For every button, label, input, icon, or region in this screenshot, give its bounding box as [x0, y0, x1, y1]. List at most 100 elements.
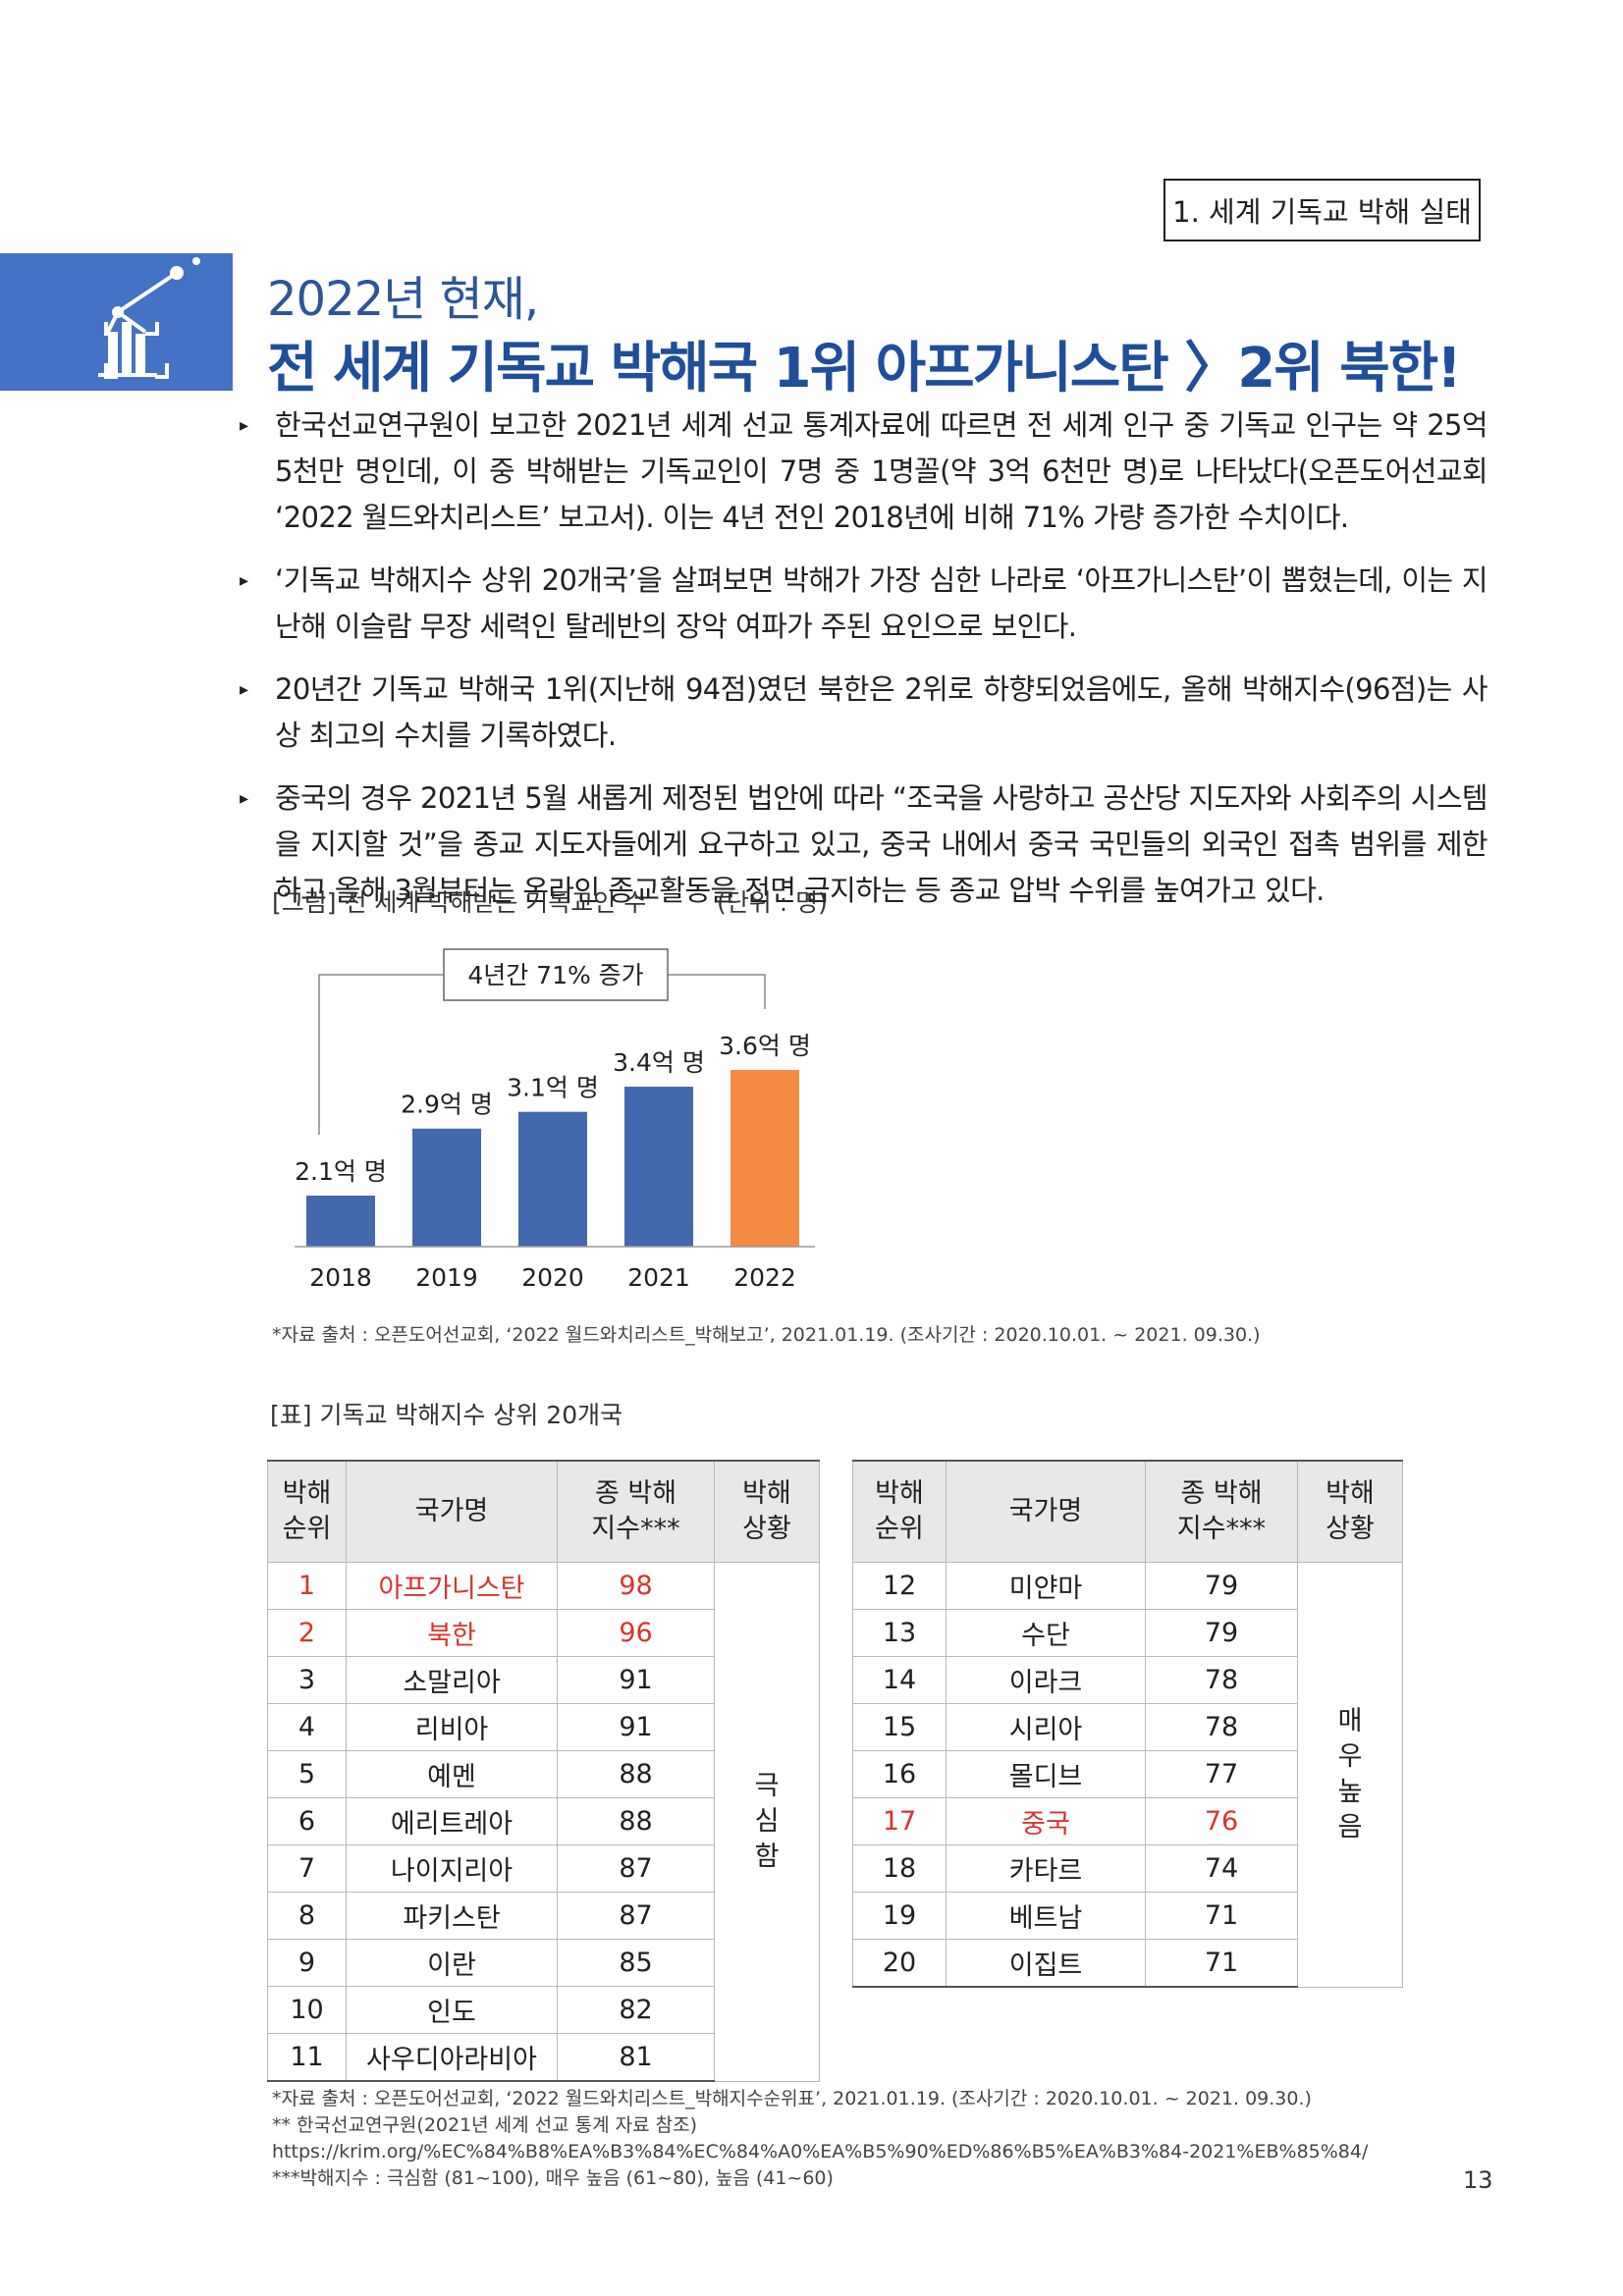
cell-score: 71	[1145, 1939, 1298, 1988]
bar-2018	[306, 1196, 375, 1247]
cell-score: 91	[557, 1703, 715, 1751]
cell-country: 미얀마	[946, 1562, 1146, 1610]
cell-rank: 5	[267, 1750, 347, 1798]
bullet-item: ▸ 한국선교연구원이 보고한 2021년 세계 선교 통계자료에 따르면 전 세계…	[236, 402, 1488, 541]
cell-rank: 14	[852, 1656, 947, 1704]
section-label: 1. 세계 기독교 박해 실태	[1163, 179, 1481, 241]
cell-rank: 2	[267, 1609, 347, 1657]
cell-country: 파키스탄	[346, 1892, 558, 1940]
cell-score: 82	[557, 1986, 715, 2034]
triangle-bullet-icon: ▸	[240, 788, 248, 809]
bullet-item: ▸ 중국의 경우 2021년 5월 새롭게 제정된 법안에 따라 “조국을 사랑하…	[236, 775, 1488, 914]
bar-2019	[412, 1128, 481, 1247]
cell-score: 78	[1145, 1703, 1298, 1751]
title-line1: 2022년 현재,	[267, 272, 539, 327]
bullet-item: ▸ ‘기독교 박해지수 상위 20개국’을 살펴보면 박해가 가장 심한 나라로 …	[236, 558, 1488, 650]
bar-2021	[624, 1087, 693, 1247]
bullet-text: 한국선교연구원이 보고한 2021년 세계 선교 통계자료에 따르면 전 세계 …	[275, 408, 1488, 534]
figure-caption: [그림] 전 세계 박해받는 기독교인 수	[272, 888, 647, 917]
tick-label-2019: 2019	[415, 1263, 478, 1292]
table-row: 12 미얀마 79 매 우 높 음	[852, 1562, 1403, 1988]
table-row: 9 이란 85	[267, 1939, 820, 1987]
chart-icon-block	[0, 253, 233, 391]
footnote-krim: ** 한국선교연구원(2021년 세계 선교 통계 자료 참조)	[272, 2114, 698, 2136]
cell-rank: 3	[267, 1656, 347, 1704]
cell-country: 베트남	[946, 1892, 1146, 1940]
cell-score: 78	[1145, 1656, 1298, 1704]
cell-score: 91	[557, 1656, 715, 1704]
cell-score: 79	[1145, 1562, 1298, 1610]
header-country: 국가명	[946, 1460, 1146, 1563]
triangle-bullet-icon: ▸	[240, 570, 248, 591]
growth-chart-icon	[98, 257, 200, 379]
footnote-source: *자료 출처 : 오픈도어선교회, ‘2022 월드와치리스트_박해지수순위표’…	[272, 2088, 1312, 2109]
tick-label-2022: 2022	[733, 1263, 796, 1292]
tick-label-2021: 2021	[627, 1263, 690, 1292]
cell-rank: 12	[852, 1562, 947, 1610]
cell-score: 98	[557, 1562, 715, 1610]
cell-rank: 13	[852, 1609, 947, 1657]
cell-country: 북한	[346, 1609, 558, 1657]
table-row: 14 이라크 78	[852, 1656, 1403, 1704]
table-row: 10 인도 82	[267, 1986, 820, 2034]
table-row: 11 사우디아라비아 81	[267, 2033, 820, 2082]
cell-score: 88	[557, 1750, 715, 1798]
cell-country: 사우디아라비아	[346, 2033, 558, 2082]
title-line2: 전 세계 기독교 박해국 1위 아프가니스탄 〉2위 북한!	[267, 337, 1462, 400]
cell-score: 74	[1145, 1844, 1298, 1893]
cell-rank: 4	[267, 1703, 347, 1751]
bullet-text: 20년간 기독교 박해국 1위(지난해 94점)였던 북한은 2위로 하향되었음…	[275, 672, 1488, 752]
header-score: 종 박해 지수***	[1145, 1460, 1298, 1563]
cell-country: 리비아	[346, 1703, 558, 1751]
cell-score: 76	[1145, 1797, 1298, 1845]
header-rank: 박해 순위	[267, 1460, 347, 1563]
cell-country: 수단	[946, 1609, 1146, 1657]
cell-country: 중국	[946, 1797, 1146, 1845]
cell-rank: 11	[267, 2033, 347, 2082]
tick-label-2018: 2018	[309, 1263, 372, 1292]
table-row: 5 예멘 88	[267, 1750, 820, 1798]
cell-country: 몰디브	[946, 1750, 1146, 1798]
table-row: 1 아프가니스탄 98 극 심 함	[267, 1562, 820, 2082]
footnote-url: https://krim.org/%EC%84%B8%EA%B3%84%EC%8…	[272, 2141, 1369, 2163]
bullet-text: ‘기독교 박해지수 상위 20개국’을 살펴보면 박해가 가장 심한 나라로 ‘…	[275, 563, 1488, 643]
header-country: 국가명	[346, 1460, 558, 1563]
cell-score: 77	[1145, 1750, 1298, 1798]
bar-2022	[730, 1070, 799, 1247]
ranking-table-left: 박해 순위 국가명 종 박해 지수*** 박해 상황 1 아프가니스탄 98 극 심 …	[267, 1460, 820, 2082]
bullet-list: ▸ 한국선교연구원이 보고한 2021년 세계 선교 통계자료에 따르면 전 세계…	[236, 402, 1488, 931]
bar-2020	[518, 1111, 587, 1247]
data-label-2018: 2.1억 명	[295, 1157, 387, 1186]
ranking-table-right: 박해 순위 국가명 종 박해 지수*** 박해 상황 12 미얀마 79 매 우 높 …	[852, 1460, 1403, 1988]
annotation-bracket	[318, 974, 766, 1135]
cell-country: 에리트레아	[346, 1797, 558, 1845]
table-row: 4 리비아 91	[267, 1703, 820, 1751]
header-status: 박해 상황	[714, 1460, 820, 1563]
cell-rank: 15	[852, 1703, 947, 1751]
cell-rank: 17	[852, 1797, 947, 1845]
cell-country: 소말리아	[346, 1656, 558, 1704]
footnotes: *자료 출처 : 오픈도어선교회, ‘2022 월드와치리스트_박해지수순위표’…	[272, 2086, 1368, 2192]
table-row: 13 수단 79	[852, 1609, 1403, 1657]
cell-score: 87	[557, 1844, 715, 1893]
cell-score: 87	[557, 1892, 715, 1940]
tick-label-2020: 2020	[521, 1263, 584, 1292]
cell-country: 이란	[346, 1939, 558, 1987]
cell-rank: 1	[267, 1562, 347, 1610]
cell-country: 이집트	[946, 1939, 1146, 1988]
figure-unit: (단위 : 명)	[717, 888, 828, 917]
cell-country: 시리아	[946, 1703, 1146, 1751]
cell-country: 아프가니스탄	[346, 1562, 558, 1610]
table-row: 19 베트남 71	[852, 1892, 1403, 1940]
annotation-text: 4년간 71% 증가	[467, 961, 643, 989]
cell-country: 예멘	[346, 1750, 558, 1798]
cell-score: 85	[557, 1939, 715, 1987]
cell-score: 71	[1145, 1892, 1298, 1940]
cell-rank: 10	[267, 1986, 347, 2034]
table-row: 3 소말리아 91	[267, 1656, 820, 1704]
page-number: 13	[1463, 2166, 1493, 2194]
data-label-2022: 3.6억 명	[719, 1032, 811, 1060]
header-score: 종 박해 지수***	[557, 1460, 715, 1563]
cell-rank: 6	[267, 1797, 347, 1845]
cell-rank: 9	[267, 1939, 347, 1987]
